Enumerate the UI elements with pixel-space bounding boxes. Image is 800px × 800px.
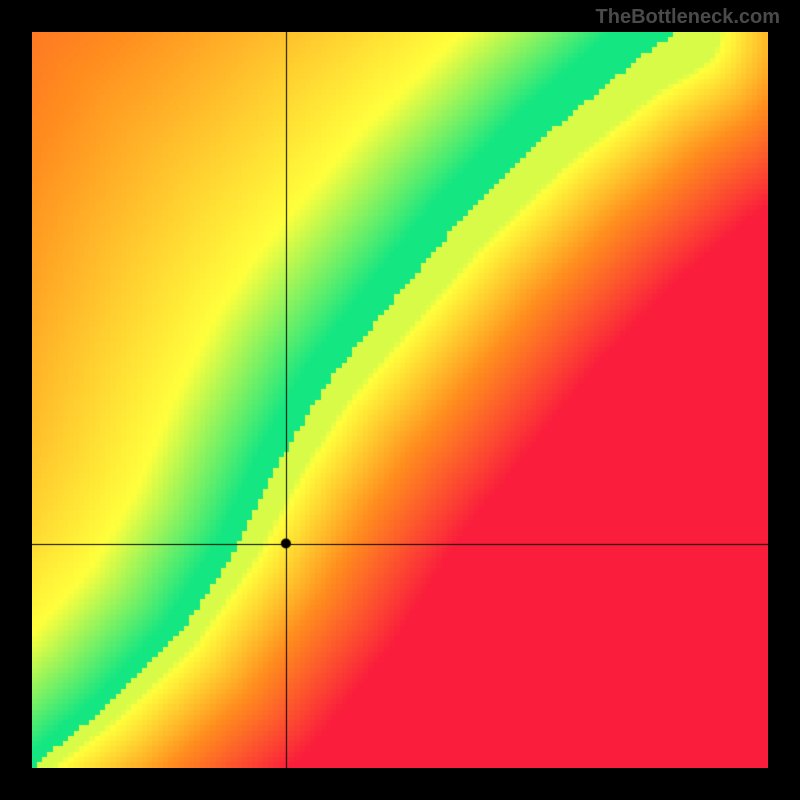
heatmap-canvas [32, 32, 768, 768]
plot-area [32, 32, 768, 768]
watermark-text: TheBottleneck.com [596, 6, 780, 29]
chart-container: TheBottleneck.com [0, 0, 800, 800]
